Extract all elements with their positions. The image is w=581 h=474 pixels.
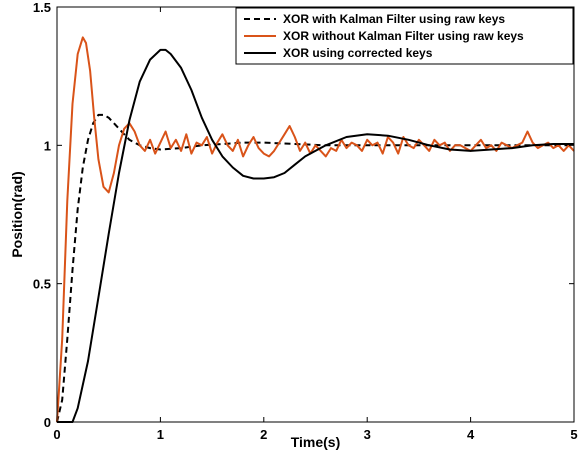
x-tick-label: 3 xyxy=(364,427,371,442)
y-tick-label: 0.5 xyxy=(33,277,51,292)
legend-label-2: XOR without Kalman Filter using raw keys xyxy=(283,29,524,43)
y-tick-label: 0 xyxy=(44,415,51,430)
series-line-2 xyxy=(56,36,575,423)
x-tick-label: 5 xyxy=(570,427,577,442)
series-line-3 xyxy=(57,48,574,423)
legend: XOR with Kalman Filter using raw keys XOR… xyxy=(235,7,574,65)
x-tick-label: 1 xyxy=(157,427,164,442)
x-tick-label: 0 xyxy=(53,427,60,442)
legend-label-3: XOR using corrected keys xyxy=(283,46,433,60)
legend-label-1: XOR with Kalman Filter using raw keys xyxy=(283,12,505,26)
x-axis-label: Time(s) xyxy=(291,434,341,450)
series-line-1 xyxy=(56,113,574,423)
legend-box xyxy=(235,7,574,65)
y-tick-label: 1 xyxy=(44,138,51,153)
plot-frame xyxy=(56,6,575,423)
plot-lines xyxy=(56,36,575,423)
y-axis-label: Position(rad) xyxy=(9,171,25,257)
axis-ticks: 0 1 2 3 4 5 0 0.5 1 1.5 xyxy=(33,0,578,442)
x-tick-label: 4 xyxy=(467,427,475,442)
x-tick-label: 2 xyxy=(260,427,267,442)
y-tick-label: 1.5 xyxy=(33,0,51,15)
